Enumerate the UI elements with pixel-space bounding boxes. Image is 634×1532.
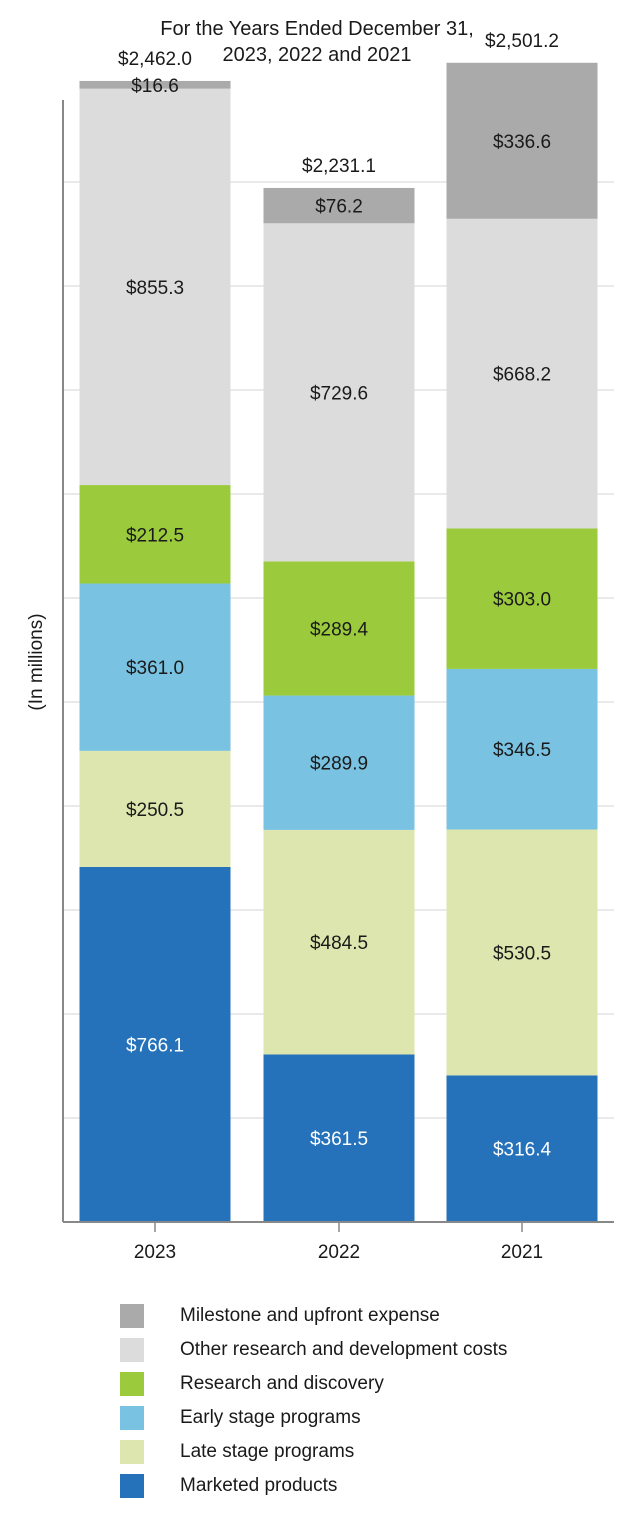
bar-segment [446,528,598,669]
legend-swatch [120,1304,144,1328]
chart-title-line-1: For the Years Ended December 31, [160,18,474,40]
bar-segment [446,668,598,830]
chart-title-line-2: 2023, 2022 and 2021 [222,44,412,66]
segment-label: $361.0 [126,658,184,679]
legend-label: Research and discovery [180,1373,384,1394]
bar-segment [79,88,231,486]
total-label: $2,462.0 [118,49,192,70]
segment-label: $346.5 [493,740,551,761]
x-tick-label: 2022 [318,1242,360,1263]
chart-title: For the Years Ended December 31, 2023, 2… [0,16,634,68]
legend-swatch [120,1440,144,1464]
bar-segment [79,80,231,89]
bar-segment [263,1054,415,1222]
segment-label: $316.4 [493,1140,552,1161]
bar-segment [263,223,415,562]
bars [79,62,598,1222]
segment-label: $289.9 [310,754,368,775]
bar-segment [263,187,415,224]
segment-label: $303.0 [493,590,551,611]
legend-swatch [120,1474,144,1498]
total-label: $2,501.2 [485,31,559,52]
bar-segment [263,829,415,1055]
legend-swatch [120,1338,144,1362]
axes: 2023 2022 2021 [62,100,614,1263]
x-tick-label: 2023 [134,1242,176,1263]
legend-label: Marketed products [180,1475,338,1496]
bar-segment [446,62,598,219]
legend-label: Other research and development costs [180,1339,508,1360]
segment-label: $766.1 [126,1035,184,1056]
y-axis-label: (In millions) [26,613,47,710]
data-labels: $766.1 $250.5 $361.0 $212.5 $855.3 $16.6 $2,46… [118,31,559,1161]
legend-swatch [120,1372,144,1396]
legend-label: Early stage programs [180,1407,361,1428]
legend-swatch [120,1406,144,1430]
bar-segment [446,829,598,1076]
segment-label: $361.5 [310,1129,368,1150]
segment-label: $212.5 [126,525,184,546]
bar-segment [446,1075,598,1222]
bar-segment [79,583,231,751]
bar-segment [263,561,415,696]
bar-segment [263,695,415,830]
x-tick-label: 2021 [501,1242,543,1263]
bar-segment [79,750,231,867]
legend-label: Milestone and upfront expense [180,1305,440,1326]
total-label: $2,231.1 [302,156,376,177]
bar-segment [79,485,231,584]
segment-label: $336.6 [493,132,551,153]
segment-label: $289.4 [310,619,369,640]
segment-label: $855.3 [126,278,184,299]
segment-label: $484.5 [310,933,368,954]
legend-label: Late stage programs [180,1441,355,1462]
stacked-bar-chart: $766.1 $250.5 $361.0 $212.5 $855.3 $16.6 $2,46… [26,31,614,1263]
segment-label: $729.6 [310,383,368,404]
segment-label: $76.2 [315,197,363,218]
segment-label: $668.2 [493,365,551,386]
segment-label: $250.5 [126,800,184,821]
segment-label: $530.5 [493,943,551,964]
bar-segment [79,866,231,1222]
segment-label: $16.6 [131,76,179,97]
bar-segment [446,218,598,529]
